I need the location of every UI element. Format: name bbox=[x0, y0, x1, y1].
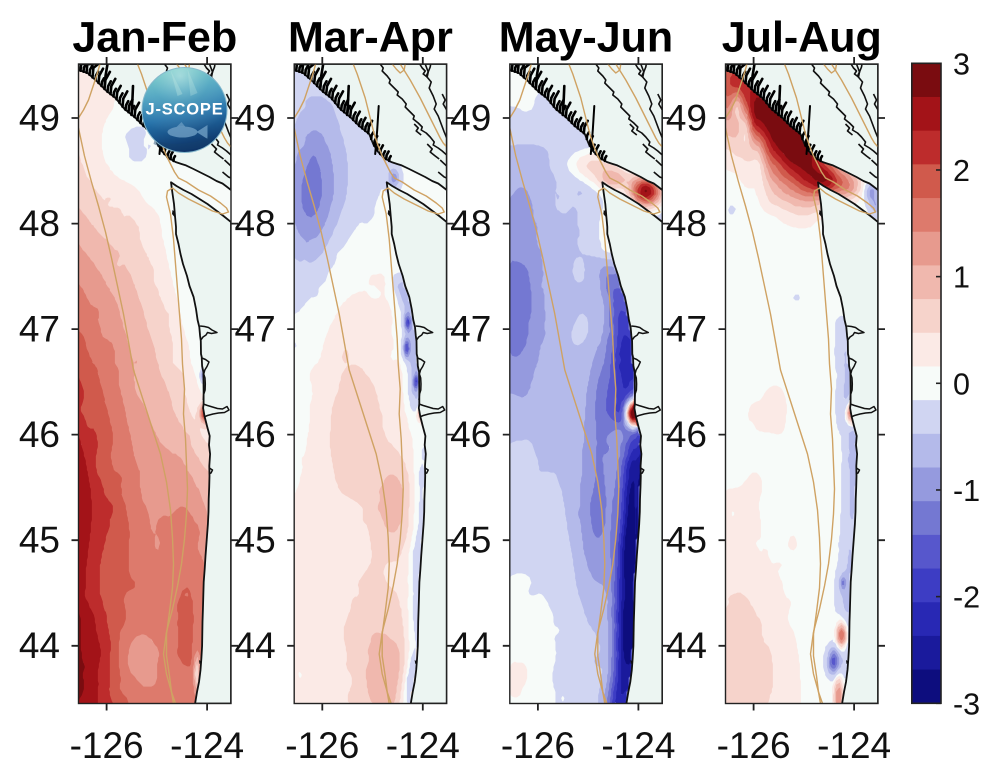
svg-text:-1: -1 bbox=[953, 474, 980, 508]
svg-text:44: 44 bbox=[450, 625, 491, 666]
svg-text:46: 46 bbox=[19, 414, 60, 455]
svg-text:May-Jun: May-Jun bbox=[499, 14, 673, 62]
svg-text:-2: -2 bbox=[953, 581, 980, 615]
svg-text:47: 47 bbox=[666, 309, 707, 350]
svg-text:49: 49 bbox=[450, 97, 491, 138]
svg-text:-126: -126 bbox=[501, 725, 575, 766]
svg-text:46: 46 bbox=[235, 414, 276, 455]
svg-text:44: 44 bbox=[19, 625, 60, 666]
svg-text:45: 45 bbox=[666, 520, 707, 561]
svg-text:49: 49 bbox=[235, 97, 276, 138]
svg-text:-124: -124 bbox=[170, 725, 244, 766]
svg-text:47: 47 bbox=[235, 309, 276, 350]
svg-text:49: 49 bbox=[666, 97, 707, 138]
svg-text:46: 46 bbox=[666, 414, 707, 455]
svg-text:-124: -124 bbox=[817, 725, 891, 766]
svg-text:47: 47 bbox=[19, 309, 60, 350]
svg-text:Mar-Apr: Mar-Apr bbox=[288, 14, 453, 62]
svg-text:48: 48 bbox=[666, 203, 707, 244]
svg-text:-126: -126 bbox=[285, 725, 359, 766]
svg-text:48: 48 bbox=[235, 203, 276, 244]
svg-text:48: 48 bbox=[19, 203, 60, 244]
svg-text:-124: -124 bbox=[601, 725, 675, 766]
svg-text:45: 45 bbox=[450, 520, 491, 561]
svg-text:-126: -126 bbox=[717, 725, 791, 766]
svg-text:48: 48 bbox=[450, 203, 491, 244]
svg-text:46: 46 bbox=[450, 414, 491, 455]
svg-text:47: 47 bbox=[450, 309, 491, 350]
svg-text:3: 3 bbox=[953, 47, 970, 81]
svg-text:45: 45 bbox=[19, 520, 60, 561]
svg-text:Jan-Feb: Jan-Feb bbox=[72, 14, 237, 62]
svg-text:45: 45 bbox=[235, 520, 276, 561]
svg-text:44: 44 bbox=[235, 625, 276, 666]
svg-text:-126: -126 bbox=[70, 725, 144, 766]
svg-text:2: 2 bbox=[953, 154, 970, 188]
svg-text:1: 1 bbox=[953, 261, 970, 295]
svg-text:-3: -3 bbox=[953, 687, 980, 721]
svg-text:J-SCOPE: J-SCOPE bbox=[145, 101, 223, 119]
svg-text:44: 44 bbox=[666, 625, 707, 666]
svg-text:0: 0 bbox=[953, 367, 970, 401]
svg-text:-124: -124 bbox=[386, 725, 460, 766]
svg-text:49: 49 bbox=[19, 97, 60, 138]
svg-text:Jul-Aug: Jul-Aug bbox=[722, 14, 882, 62]
